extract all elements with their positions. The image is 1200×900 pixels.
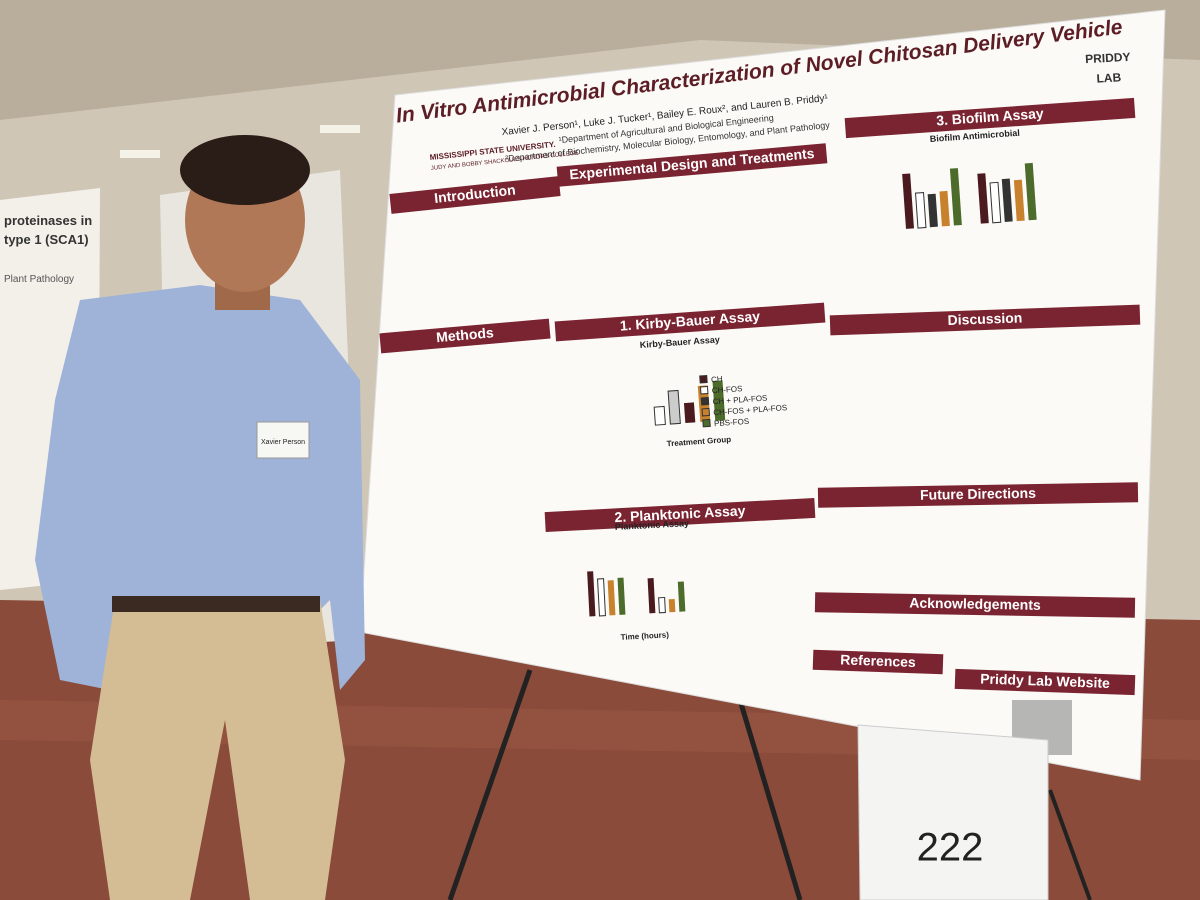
section: Methods (379, 318, 551, 354)
section-heading: Priddy Lab Website (980, 670, 1110, 691)
section-bar (379, 318, 551, 354)
bar-illustration (902, 173, 914, 229)
legend-swatch (700, 396, 710, 406)
belt (112, 596, 320, 612)
hair (180, 135, 310, 205)
section: Discussion (829, 304, 1141, 336)
bar-illustration (683, 402, 696, 424)
chart-title: Planktonic Assay (615, 518, 690, 532)
legend-swatch (701, 407, 711, 417)
section-bar (814, 592, 1136, 618)
section-bar (544, 497, 816, 533)
legend-swatch (699, 374, 708, 384)
bar-illustration (1013, 179, 1025, 222)
section-bar (954, 668, 1136, 696)
number-sign (857, 724, 1049, 900)
section: 2. Planktonic Assay (544, 497, 816, 533)
person: Xavier Person (35, 135, 365, 900)
axis-label: Treatment Group (666, 435, 731, 448)
poster (359, 9, 1166, 781)
name-tag-text: Xavier Person (261, 439, 305, 446)
bar-illustration (607, 580, 616, 616)
section-bar (389, 176, 561, 214)
section-heading: Acknowledgements (909, 595, 1041, 613)
bar-illustration (1001, 178, 1013, 222)
section-bar (829, 304, 1141, 336)
section-heading: References (840, 651, 916, 670)
ceiling (0, 0, 1200, 120)
easel-leg (737, 699, 803, 900)
bar-illustration (597, 578, 606, 617)
section: Introduction (389, 176, 561, 214)
bar-illustration (617, 577, 626, 615)
bar-illustration (712, 380, 726, 421)
legend-label: PBS-FOS (714, 417, 750, 428)
section-heading: Methods (436, 324, 495, 345)
axis-label: Time (hours) (620, 630, 669, 642)
bar-illustration (939, 190, 950, 227)
bar-illustration (949, 168, 962, 226)
easel-leg (447, 669, 533, 900)
easel-leg (1048, 789, 1092, 900)
section-heading: 3. Biofilm Assay (936, 105, 1045, 128)
ceiling-light (120, 150, 160, 158)
section-bar (554, 302, 826, 342)
bar-illustration (989, 181, 1002, 224)
bar-illustration (1024, 162, 1037, 221)
legend-label: CH-FOS (711, 384, 742, 395)
side-poster-text: Plant Pathology (4, 274, 74, 285)
section-bar (556, 143, 828, 187)
section-heading: 2. Planktonic Assay (614, 502, 746, 525)
section: 3. Biofilm Assay (844, 97, 1136, 139)
shirt (35, 285, 365, 690)
bar-illustration (647, 578, 656, 614)
section-heading: Discussion (947, 309, 1022, 328)
section: Future Directions (817, 482, 1139, 508)
section: References (812, 649, 944, 675)
bar-illustration (927, 193, 938, 228)
section-bar (812, 649, 944, 675)
bar-illustration (653, 405, 666, 426)
legend-swatch (699, 385, 709, 395)
chart-bf: Biofilm Antimicrobial (902, 128, 1037, 229)
bar-illustration (658, 596, 666, 614)
bar-illustration (668, 598, 676, 613)
bar-illustration (667, 389, 681, 425)
lab-logo: PRIDDY LAB (1085, 50, 1131, 86)
pants (90, 600, 345, 900)
bar-illustration (977, 173, 989, 224)
bar-illustration (587, 571, 596, 617)
section-bar (844, 97, 1136, 139)
side-poster-text: proteinases in (4, 213, 92, 228)
chart-pl: Planktonic Assay Time (hours) (587, 518, 690, 642)
legend-label: CH + PLA-FOS (712, 393, 767, 406)
bar-illustration (914, 192, 927, 229)
section: Priddy Lab Website (954, 668, 1136, 696)
legend-swatch (702, 418, 711, 428)
lab-name: PRIDDY (1085, 50, 1131, 66)
lab-name: LAB (1096, 70, 1122, 85)
legend-label: CH (711, 375, 723, 385)
side-poster-text: type 1 (SCA1) (4, 232, 89, 247)
section-bar (817, 482, 1139, 508)
sign-number: 222 (917, 826, 984, 870)
section-heading: Future Directions (920, 485, 1036, 503)
ceiling-light (320, 125, 360, 133)
bar-illustration (677, 581, 686, 612)
name-tag (256, 421, 310, 459)
section: Acknowledgements (814, 592, 1136, 618)
